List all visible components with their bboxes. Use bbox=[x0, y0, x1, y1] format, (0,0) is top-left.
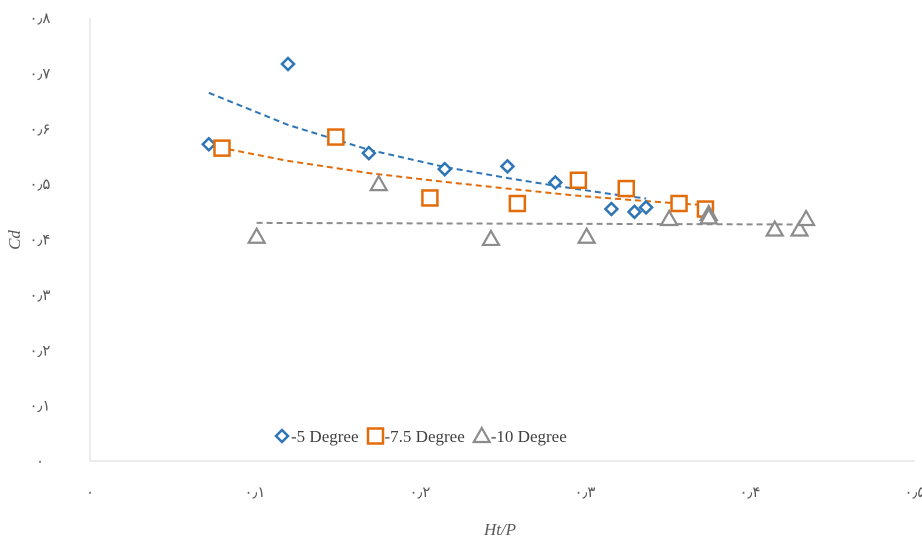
legend-label: -10 Degree bbox=[491, 427, 567, 446]
data-point-triangle bbox=[481, 228, 501, 247]
x-tick-label: ۰٫۳ bbox=[575, 485, 596, 501]
data-point-diamond bbox=[361, 145, 377, 161]
trendline-series-2 bbox=[208, 144, 706, 207]
x-tick-label: ۰ bbox=[86, 485, 94, 501]
data-point-diamond bbox=[547, 174, 564, 191]
data-point-triangle bbox=[698, 207, 719, 225]
data-point-square bbox=[508, 194, 527, 213]
data-point-square bbox=[327, 128, 345, 146]
data-point-square bbox=[617, 179, 635, 198]
y-tick-label: ۰ bbox=[36, 454, 44, 470]
x-tick-label: ۰٫۲ bbox=[410, 485, 431, 501]
y-axis-title: Cd bbox=[5, 230, 24, 250]
y-tick-label: ۰٫۳ bbox=[30, 288, 51, 304]
data-point-triangle bbox=[576, 226, 597, 244]
legend-label: -5 Degree bbox=[291, 427, 359, 446]
axes: ۰ ۰٫۱ ۰٫۲ ۰٫۳ ۰٫۴ ۰٫۵ ۰٫۶ ۰٫۷ ۰٫۸ ۰ ۰٫۱ ۰٫۲ ۰٫۳ ۰٫۴ ۰٫… bbox=[30, 11, 922, 501]
data-point-diamond bbox=[499, 158, 516, 175]
data-point-diamond bbox=[638, 199, 654, 216]
data-point-square bbox=[670, 194, 688, 213]
x-axis-title: Ht/P bbox=[483, 520, 516, 539]
x-tick-label: ۰٫۴ bbox=[740, 485, 761, 501]
data-point-triangle bbox=[796, 208, 816, 227]
legend-label: -7.5 Degree bbox=[385, 427, 465, 446]
y-tick-label: ۰٫۴ bbox=[30, 233, 51, 249]
data-markers bbox=[201, 56, 816, 247]
legend-marker-square bbox=[366, 427, 385, 445]
x-tick-label: ۰٫۵ bbox=[905, 485, 922, 501]
x-tick-label: ۰٫۱ bbox=[245, 485, 266, 501]
data-point-diamond bbox=[436, 161, 453, 177]
data-point-triangle bbox=[764, 219, 785, 237]
y-tick-label: ۰٫۶ bbox=[30, 122, 51, 138]
data-point-diamond bbox=[280, 56, 296, 72]
y-tick-label: ۰٫۵ bbox=[30, 177, 51, 193]
data-point-triangle bbox=[659, 208, 680, 227]
data-point-triangle bbox=[789, 219, 810, 237]
data-point-square bbox=[421, 189, 439, 207]
y-tick-label: ۰٫۷ bbox=[30, 66, 51, 82]
legend-marker-diamond bbox=[274, 428, 290, 444]
legend: -5 Degree -7.5 Degree -10 Degree bbox=[274, 425, 567, 446]
data-point-diamond bbox=[626, 204, 643, 220]
legend-marker-triangle bbox=[471, 425, 492, 444]
y-tick-label: ۰٫۲ bbox=[30, 343, 51, 359]
data-point-square bbox=[213, 139, 231, 157]
data-point-diamond bbox=[201, 136, 217, 153]
y-tick-label: ۰٫۱ bbox=[30, 399, 51, 415]
trendlines bbox=[208, 91, 807, 226]
data-point-diamond bbox=[603, 201, 620, 217]
data-point-square bbox=[569, 171, 588, 189]
data-point-triangle bbox=[246, 226, 267, 244]
y-tick-label: ۰٫۸ bbox=[30, 11, 51, 27]
data-point-triangle bbox=[368, 173, 389, 192]
trendline-series-3 bbox=[256, 221, 807, 226]
